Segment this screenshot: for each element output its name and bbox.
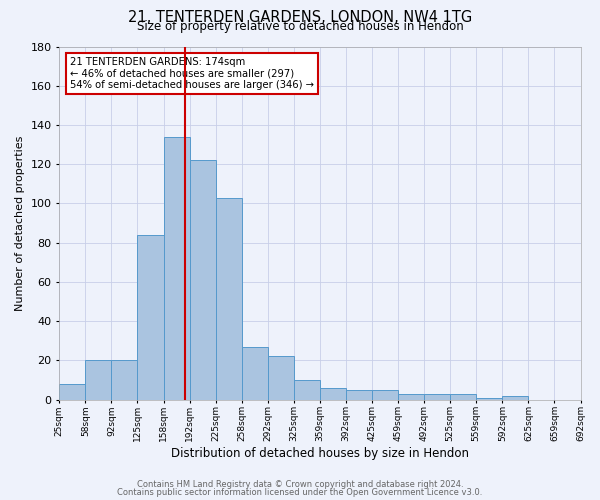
Y-axis label: Number of detached properties: Number of detached properties xyxy=(15,136,25,310)
Text: Contains public sector information licensed under the Open Government Licence v3: Contains public sector information licen… xyxy=(118,488,482,497)
Bar xyxy=(424,394,450,400)
Bar xyxy=(190,160,215,400)
Bar xyxy=(59,384,85,400)
Bar xyxy=(112,360,137,400)
Bar xyxy=(346,390,372,400)
Bar xyxy=(372,390,398,400)
Text: Contains HM Land Registry data © Crown copyright and database right 2024.: Contains HM Land Registry data © Crown c… xyxy=(137,480,463,489)
Bar xyxy=(398,394,424,400)
Bar xyxy=(242,346,268,400)
Bar xyxy=(294,380,320,400)
Bar xyxy=(164,136,190,400)
Text: Size of property relative to detached houses in Hendon: Size of property relative to detached ho… xyxy=(137,20,463,33)
Bar xyxy=(268,356,294,400)
X-axis label: Distribution of detached houses by size in Hendon: Distribution of detached houses by size … xyxy=(171,447,469,460)
Bar xyxy=(476,398,502,400)
Bar xyxy=(450,394,476,400)
Bar xyxy=(502,396,529,400)
Bar xyxy=(215,198,242,400)
Bar xyxy=(320,388,346,400)
Text: 21, TENTERDEN GARDENS, LONDON, NW4 1TG: 21, TENTERDEN GARDENS, LONDON, NW4 1TG xyxy=(128,10,472,25)
Text: 21 TENTERDEN GARDENS: 174sqm
← 46% of detached houses are smaller (297)
54% of s: 21 TENTERDEN GARDENS: 174sqm ← 46% of de… xyxy=(70,57,314,90)
Bar xyxy=(137,235,164,400)
Bar xyxy=(85,360,112,400)
